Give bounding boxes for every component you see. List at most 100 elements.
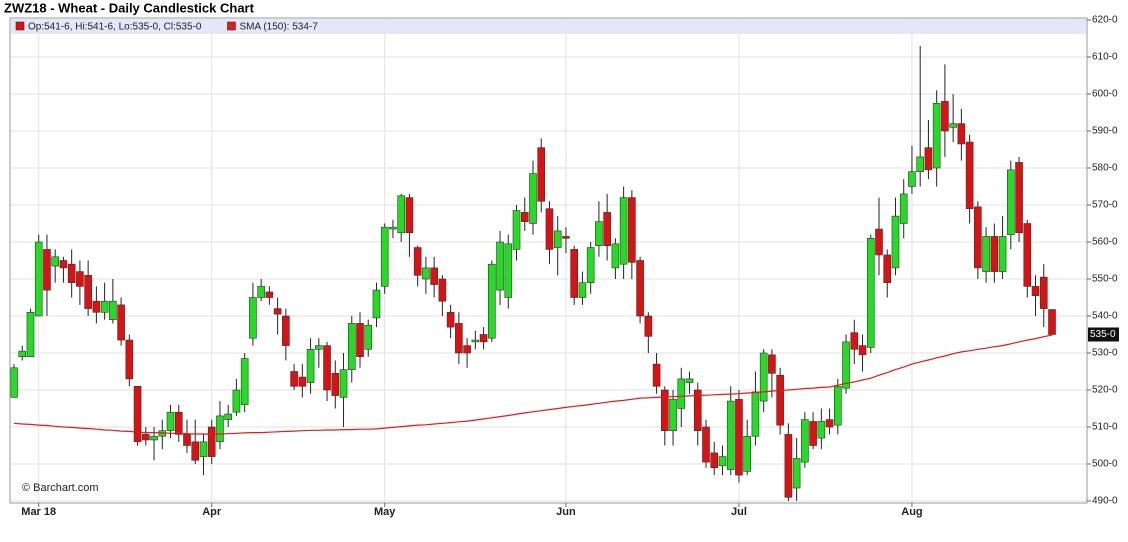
candle-body: [356, 323, 364, 357]
candle-body: [834, 385, 842, 426]
candle-body: [339, 369, 348, 398]
candle-body: [520, 212, 529, 222]
candle-body: [257, 286, 265, 298]
y-tick-label: 590-0: [1092, 126, 1118, 137]
candle-body: [792, 458, 801, 489]
candle-body: [364, 324, 373, 350]
candle-body: [941, 101, 949, 132]
x-tick-label: Jun: [556, 506, 576, 518]
x-tick-label: Aug: [901, 506, 922, 518]
candle-body: [768, 354, 776, 374]
chart-title: ZWZ18 - Wheat - Daily Candlestick Chart: [4, 0, 255, 15]
candle-body: [59, 260, 68, 269]
candle-body: [282, 315, 290, 346]
candle-body: [916, 156, 924, 172]
candle-body: [10, 367, 18, 398]
candle-body: [990, 236, 999, 272]
candle-body: [150, 435, 158, 441]
candle-body: [974, 206, 982, 269]
y-tick-label: 570-0: [1092, 200, 1118, 211]
y-tick-label: 560-0: [1092, 237, 1118, 248]
candle-body: [611, 243, 620, 269]
candle-body: [347, 323, 356, 370]
candle-body: [1007, 169, 1015, 235]
candle-body: [84, 274, 92, 309]
candle-body: [858, 345, 867, 356]
x-tick-label: May: [374, 506, 396, 518]
candle-body: [883, 254, 892, 283]
candle-body: [496, 241, 504, 291]
candle-body: [100, 300, 109, 313]
candle-body: [842, 341, 850, 389]
last-price-box: [1088, 327, 1119, 342]
candle-body: [372, 289, 381, 319]
candle-body: [1031, 286, 1040, 296]
candle-body: [932, 102, 941, 169]
candle-body: [759, 352, 768, 402]
candle-body: [249, 297, 257, 339]
candle-body: [801, 419, 809, 463]
candle-body: [751, 391, 760, 437]
candle-body: [578, 282, 587, 298]
candle-body: [529, 173, 537, 224]
candle-body: [957, 123, 966, 145]
candle-body: [726, 400, 735, 470]
candle-body: [273, 308, 282, 315]
candle-body: [850, 332, 859, 350]
candle-body: [875, 228, 883, 256]
candle-body: [133, 385, 142, 443]
candle-body: [553, 230, 562, 248]
candle-body: [125, 339, 134, 380]
candle-body: [710, 452, 719, 468]
candle-body: [290, 371, 298, 387]
candle-body: [735, 398, 743, 476]
candle-body: [949, 123, 957, 128]
candle-body: [389, 226, 397, 230]
candle-body: [488, 263, 496, 339]
last-price-label: 535-0: [1090, 329, 1116, 340]
candle-body: [866, 238, 875, 348]
candle-body: [1015, 162, 1023, 234]
candle-body: [899, 193, 908, 224]
x-tick-label: Apr: [202, 506, 222, 518]
candle-body: [109, 300, 117, 321]
candle-body: [1039, 276, 1048, 309]
plot: [10, 45, 1056, 501]
y-tick-label: 580-0: [1092, 163, 1118, 174]
candle-body: [207, 426, 216, 457]
candle-body: [743, 435, 751, 472]
candle-body: [586, 247, 595, 284]
legend-swatch: [15, 21, 25, 31]
candle-body: [306, 348, 315, 383]
source: © Barchart.com: [22, 482, 99, 494]
candle-body: [570, 249, 578, 298]
candle-body: [603, 212, 611, 246]
candle-body: [982, 236, 990, 272]
plot-frame: [9, 17, 1088, 504]
candle-body: [34, 241, 43, 317]
legend-swatch: [227, 21, 236, 31]
y-tick-label: 520-0: [1092, 385, 1118, 396]
candle-body: [1023, 223, 1032, 287]
candle-body: [397, 195, 405, 234]
candle-body: [965, 141, 974, 210]
candle-body: [661, 389, 669, 432]
candle-body: [166, 411, 175, 432]
candle-body: [998, 236, 1007, 272]
candle-body: [776, 374, 784, 426]
candle-body: [191, 441, 200, 461]
candle-body: [479, 334, 488, 343]
candle-body: [240, 358, 249, 406]
candle-body: [784, 434, 793, 498]
candle-body: [545, 208, 554, 250]
candle-body: [718, 456, 727, 467]
candle-body: [628, 197, 636, 263]
candle-body: [685, 378, 694, 383]
candle-body: [693, 389, 702, 432]
candle-body: [142, 434, 150, 441]
candle-body: [677, 378, 686, 409]
candle-body: [331, 373, 340, 396]
candle-body: [908, 171, 916, 187]
